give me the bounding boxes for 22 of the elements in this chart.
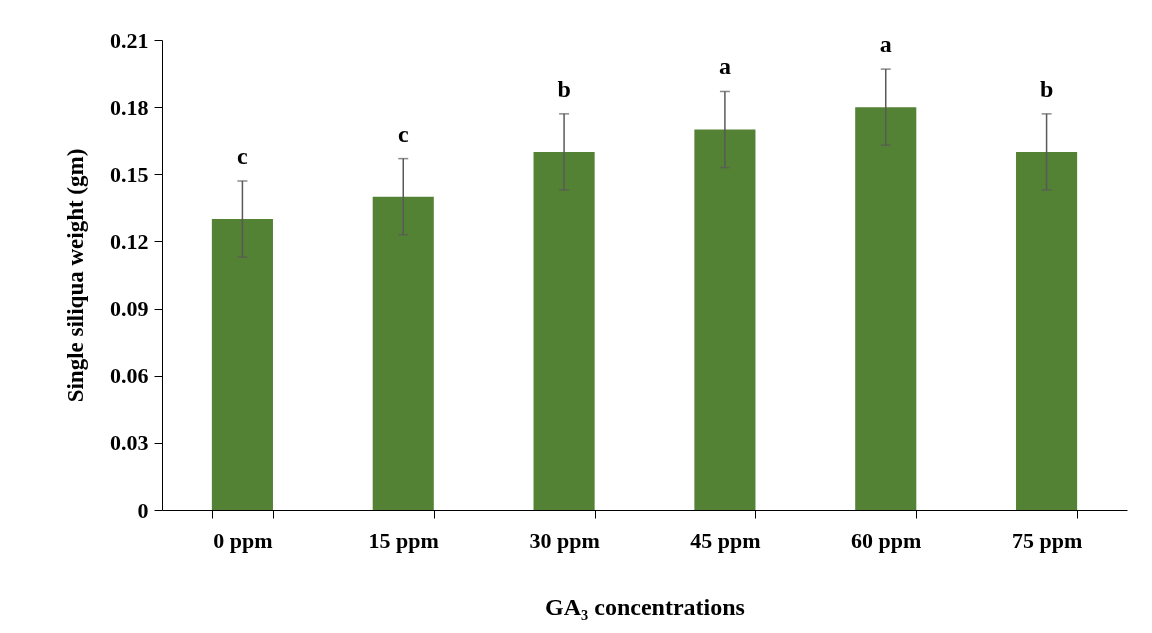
annotation: c bbox=[237, 143, 249, 169]
x-axis-title: GA₃ concentrations bbox=[545, 593, 745, 620]
x-tick-label: 75 ppm bbox=[1011, 527, 1083, 553]
annotation: a bbox=[879, 31, 892, 58]
y-tick-label: 0 bbox=[137, 497, 149, 523]
annotation: a bbox=[718, 53, 731, 80]
y-tick-label: 0.12 bbox=[110, 228, 149, 254]
annotation: b bbox=[557, 75, 571, 102]
y-tick-label: 0.06 bbox=[110, 363, 149, 389]
annotation: c bbox=[397, 120, 409, 147]
x-tick-label: 15 ppm bbox=[368, 527, 439, 553]
x-tick-label: 60 ppm bbox=[851, 527, 922, 553]
y-tick-label: 0.09 bbox=[110, 296, 149, 322]
y-tick-label: 0.21 bbox=[110, 27, 149, 53]
x-tick-label: 45 ppm bbox=[690, 527, 761, 553]
x-tick-label: 30 ppm bbox=[529, 527, 600, 553]
annotation: b bbox=[1039, 75, 1054, 102]
y-tick-label: 0.03 bbox=[110, 430, 149, 456]
y-tick-label: 0.18 bbox=[110, 94, 149, 120]
x-tick-label: 0 ppm bbox=[213, 527, 273, 553]
y-tick-label: 0.15 bbox=[110, 161, 149, 187]
y-axis-title: Single siliqua weight (gm) bbox=[63, 148, 88, 403]
